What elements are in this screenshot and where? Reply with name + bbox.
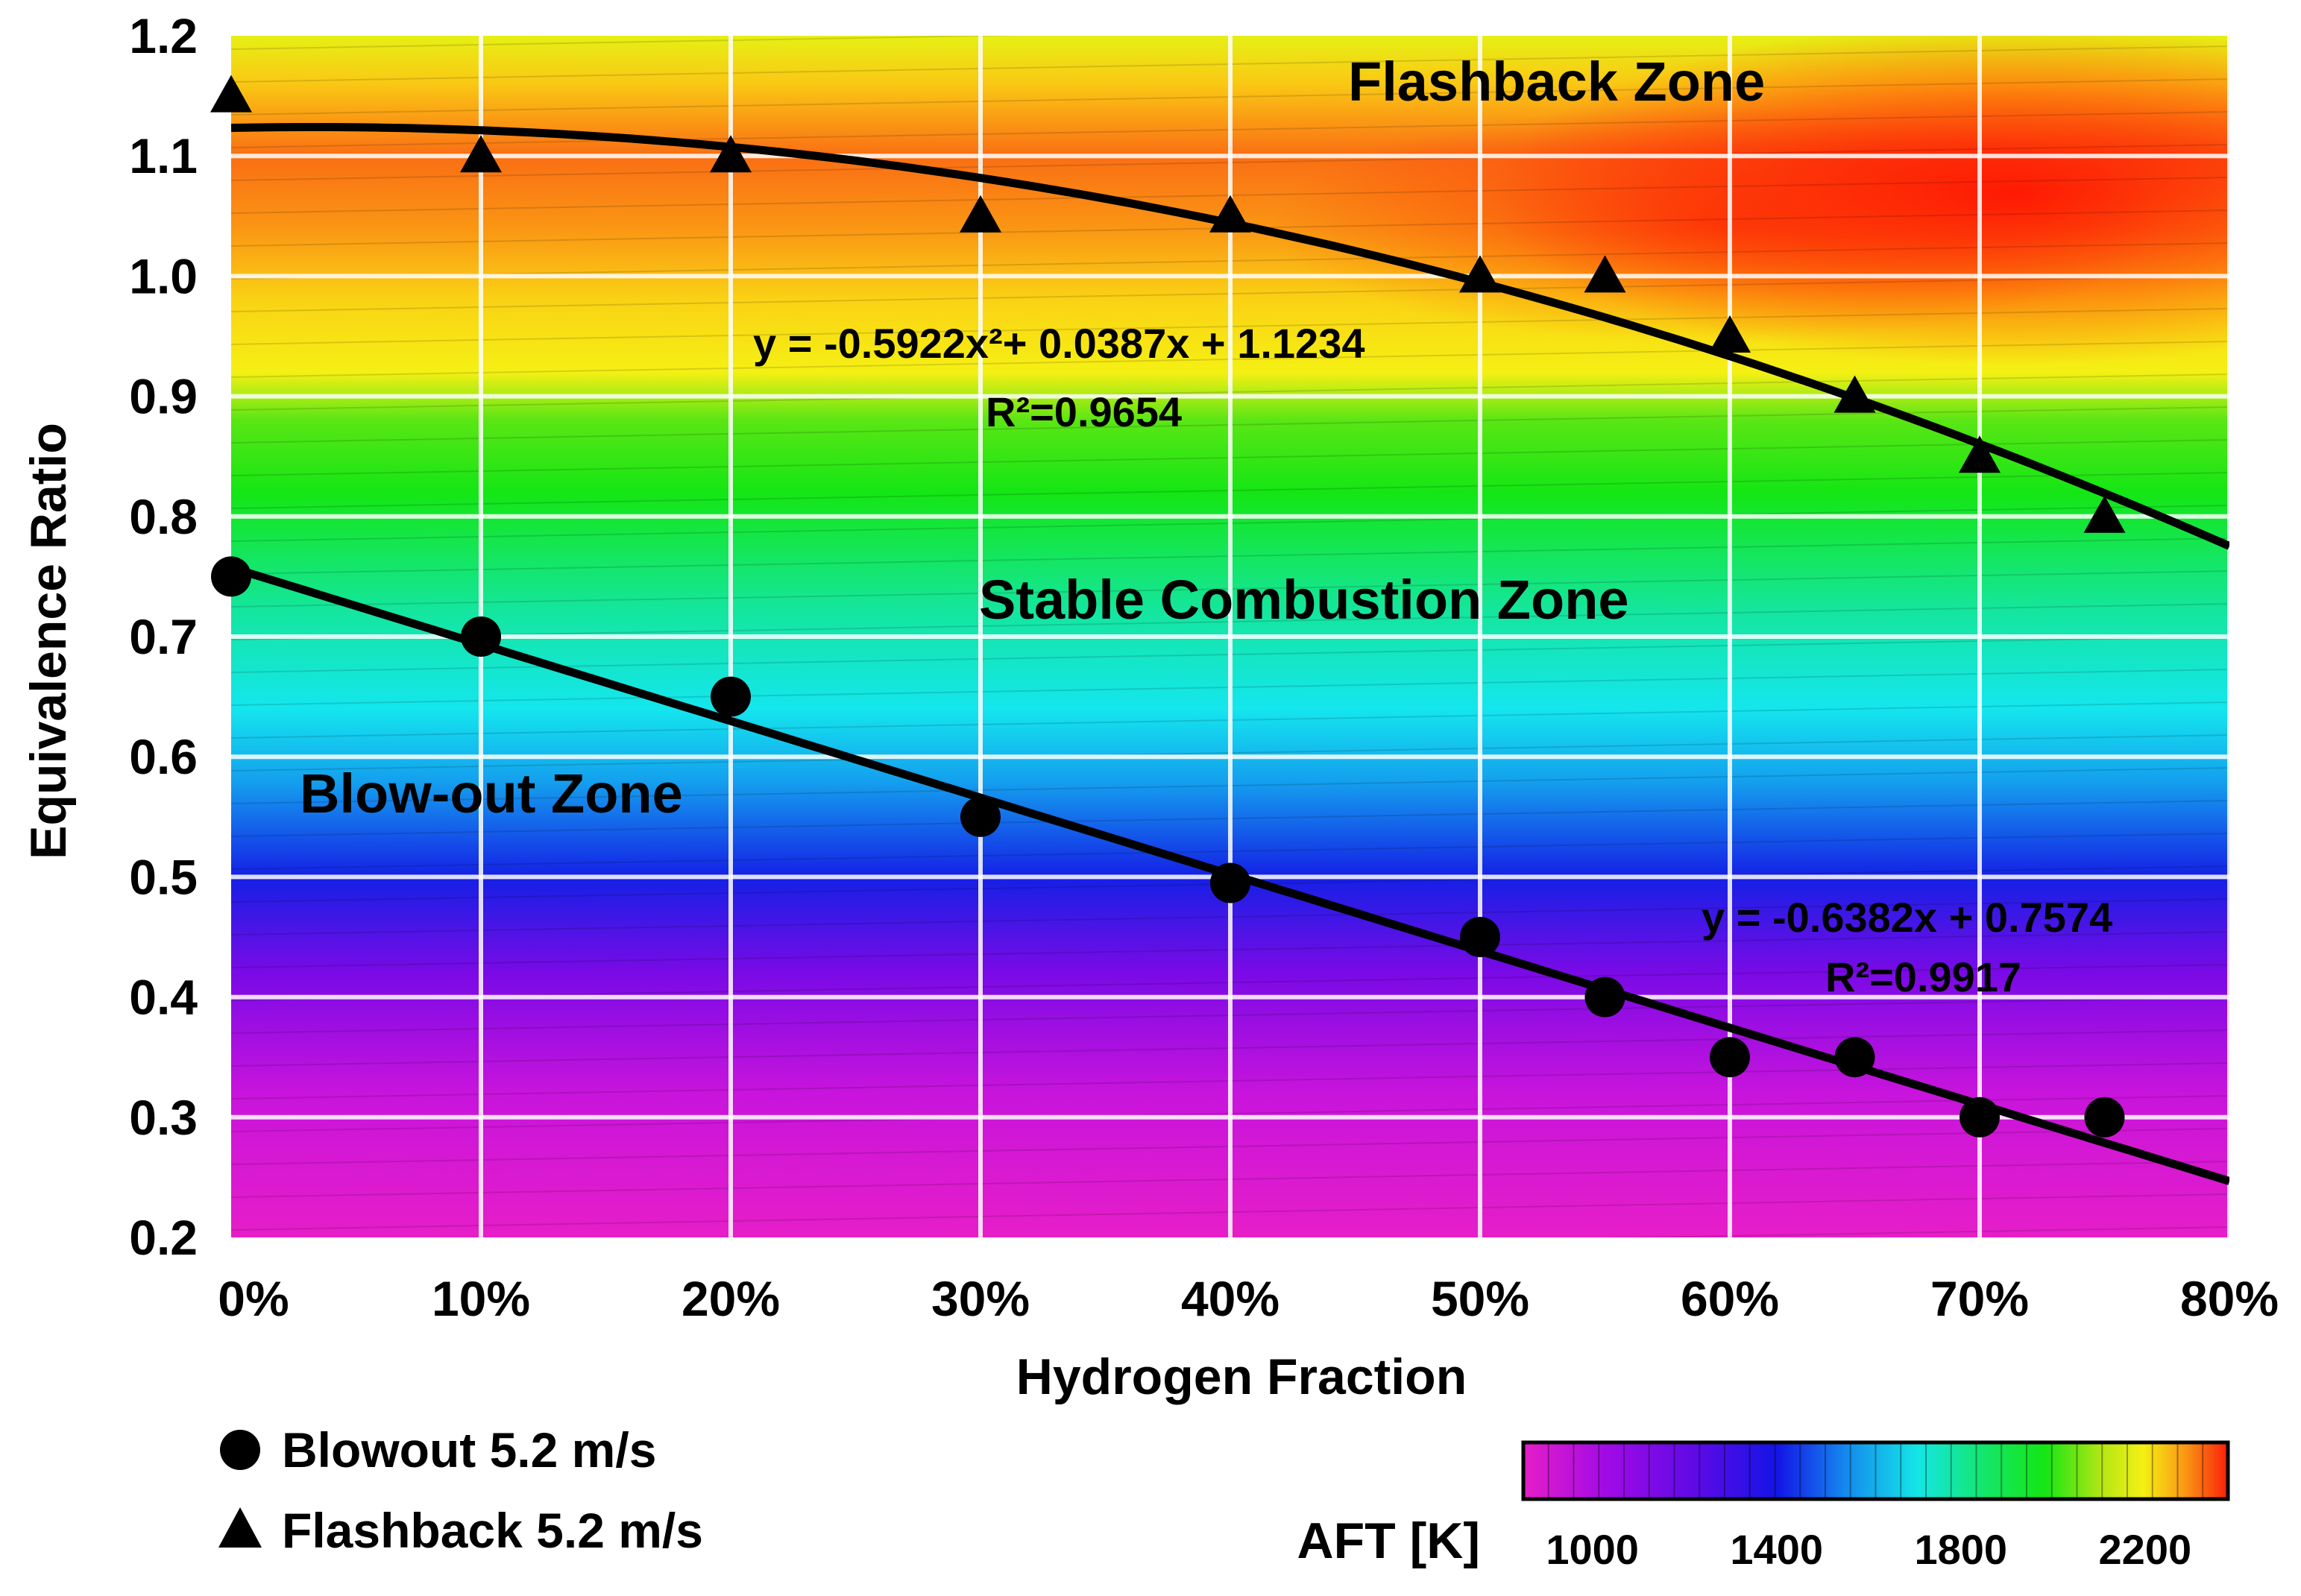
x-tick-label: 40%	[1181, 1271, 1279, 1326]
contour-line	[1568, 1226, 2229, 1237]
blowout-fit-r2: R²=0.9917	[1825, 953, 2021, 1000]
x-tick-label: 70%	[1930, 1271, 2029, 1326]
flashback-point	[710, 135, 752, 173]
y-tick-label: 0.6	[129, 729, 198, 784]
blowout-point	[1710, 1037, 1750, 1078]
legend-circle-marker	[220, 1430, 260, 1470]
hot-region-2	[1268, 104, 2162, 343]
colorbar-label: AFT [K]	[1297, 1513, 1480, 1569]
blowout-point	[1210, 862, 1250, 903]
x-tick-label: 20%	[682, 1271, 780, 1326]
legend-label-flashback: Flashback 5.2 m/s	[282, 1503, 703, 1558]
blowout-point	[211, 556, 251, 597]
stable-zone-label: Stable Combustion Zone	[979, 569, 1629, 631]
flashback-point	[1709, 315, 1751, 353]
y-tick-label: 0.4	[129, 970, 198, 1025]
flashback-point	[1584, 255, 1626, 293]
x-tick-label: 50%	[1431, 1271, 1529, 1326]
y-tick-label: 1.2	[129, 8, 198, 63]
x-tick-label: 80%	[2180, 1271, 2279, 1326]
y-tick-label: 0.5	[129, 849, 198, 904]
y-tick-label: 0.7	[129, 609, 198, 664]
plot-area	[231, 36, 2232, 1237]
y-axis-title: Equivalence Ratio	[20, 423, 77, 859]
blowout-point	[2084, 1097, 2125, 1138]
blowout-point	[1584, 977, 1625, 1018]
blowout-point	[960, 796, 1001, 837]
blowout-point	[711, 676, 751, 717]
markers	[210, 75, 2126, 1138]
flashback-point	[1209, 195, 1251, 233]
blowout-point	[1834, 1037, 1875, 1078]
colorbar: AFT [K] 1000 1400 1800 2200	[1297, 1440, 2230, 1573]
flashback-point	[1833, 375, 1876, 413]
x-tick-label: 0%	[218, 1271, 289, 1326]
flashback-point	[210, 75, 252, 113]
flashback-point	[1459, 255, 1501, 293]
y-tick-label: 0.3	[129, 1090, 198, 1145]
contour-line	[231, 36, 983, 50]
y-tick-label: 0.8	[129, 489, 198, 544]
colorbar-gradient-bar	[1521, 1440, 2230, 1501]
flashback-zone-label: Flashback Zone	[1348, 51, 1765, 113]
blowout-point	[1960, 1097, 2000, 1138]
legend-label-blowout: Blowout 5.2 m/s	[282, 1422, 656, 1477]
flashback-fit-r2: R²=0.9654	[986, 388, 1182, 435]
x-axis-title: Hydrogen Fraction	[1016, 1349, 1467, 1405]
flashback-point	[960, 195, 1001, 233]
axis-ticks: 0% 10% 20% 30% 40% 50% 60% 70% 80% 0.2 0.3 0.4 0.5 0.…	[129, 8, 2279, 1326]
flashback-point	[460, 135, 502, 173]
colorbar-bands	[1547, 1444, 2204, 1498]
y-tick-label: 0.9	[129, 369, 198, 424]
y-tick-label: 1.1	[129, 128, 198, 183]
blowout-point	[1460, 917, 1500, 957]
flashback-point	[1959, 435, 2001, 473]
y-tick-label: 0.2	[129, 1210, 198, 1265]
flashback-fit-equation: y = -0.5922x²+ 0.0387x + 1.1234	[753, 320, 1364, 367]
legend-triangle-marker	[218, 1507, 262, 1548]
legend: Blowout 5.2 m/s Flashback 5.2 m/s	[218, 1422, 703, 1558]
colorbar-tick-label: 1400	[1730, 1526, 1823, 1573]
colorbar-ticks: 1000 1400 1800 2200	[1546, 1526, 2191, 1573]
blowout-zone-label: Blow-out Zone	[300, 763, 683, 824]
colorbar-tick-label: 1000	[1546, 1526, 1639, 1573]
blowout-fit-equation: y = -0.6382x + 0.7574	[1702, 894, 2112, 941]
colorbar-tick-label: 1800	[1914, 1526, 2007, 1573]
flashback-point	[2083, 495, 2126, 533]
grid	[231, 36, 2232, 1237]
x-tick-label: 10%	[432, 1271, 530, 1326]
blowout-point	[461, 616, 501, 657]
x-tick-label: 30%	[931, 1271, 1030, 1326]
x-tick-label: 60%	[1681, 1271, 1779, 1326]
colorbar-tick-label: 2200	[2099, 1526, 2192, 1573]
y-tick-label: 1.0	[129, 248, 198, 303]
